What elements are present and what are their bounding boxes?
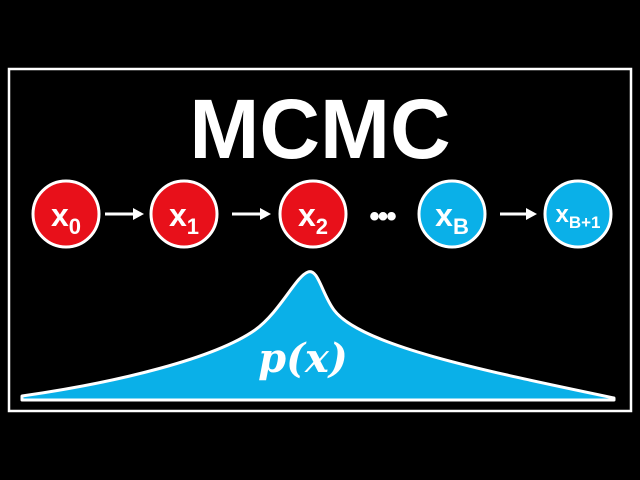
node-sub-x0: 0 (69, 214, 81, 239)
frame-border (7, 67, 633, 413)
chain-node-xB: xB (417, 179, 487, 249)
node-label-x1: x (169, 197, 187, 233)
svg-text:xB: xB (435, 197, 469, 239)
arrow-1-2 (232, 208, 271, 220)
node-label-xB: x (435, 197, 453, 233)
svg-text:xB+1: xB+1 (555, 201, 600, 232)
node-label-x2: x (298, 197, 316, 233)
svg-text:x0: x0 (51, 197, 81, 239)
svg-text:x2: x2 (298, 197, 328, 239)
node-sub-x1: 1 (187, 214, 199, 239)
chain-node-x1: x1 (149, 179, 219, 249)
node-sub-xB: B (453, 214, 469, 239)
svg-text:x1: x1 (169, 197, 199, 239)
chain-node-x0: x0 (31, 179, 101, 249)
node-sub-x2: 2 (316, 214, 328, 239)
arrow-0-1 (105, 208, 144, 220)
distribution-curve (20, 270, 616, 402)
arrow-B-B1 (500, 208, 537, 220)
node-label-x0: x (51, 197, 69, 233)
distribution-label: p(x) (258, 335, 348, 382)
chain-ellipsis: ••• (369, 200, 396, 233)
node-sub-xB1: B+1 (569, 213, 601, 232)
chain-node-x2: x2 (278, 179, 348, 249)
chain-node-xB1: xB+1 (543, 179, 613, 249)
title: MCMC (189, 82, 450, 176)
node-label-xB1: x (555, 201, 569, 228)
